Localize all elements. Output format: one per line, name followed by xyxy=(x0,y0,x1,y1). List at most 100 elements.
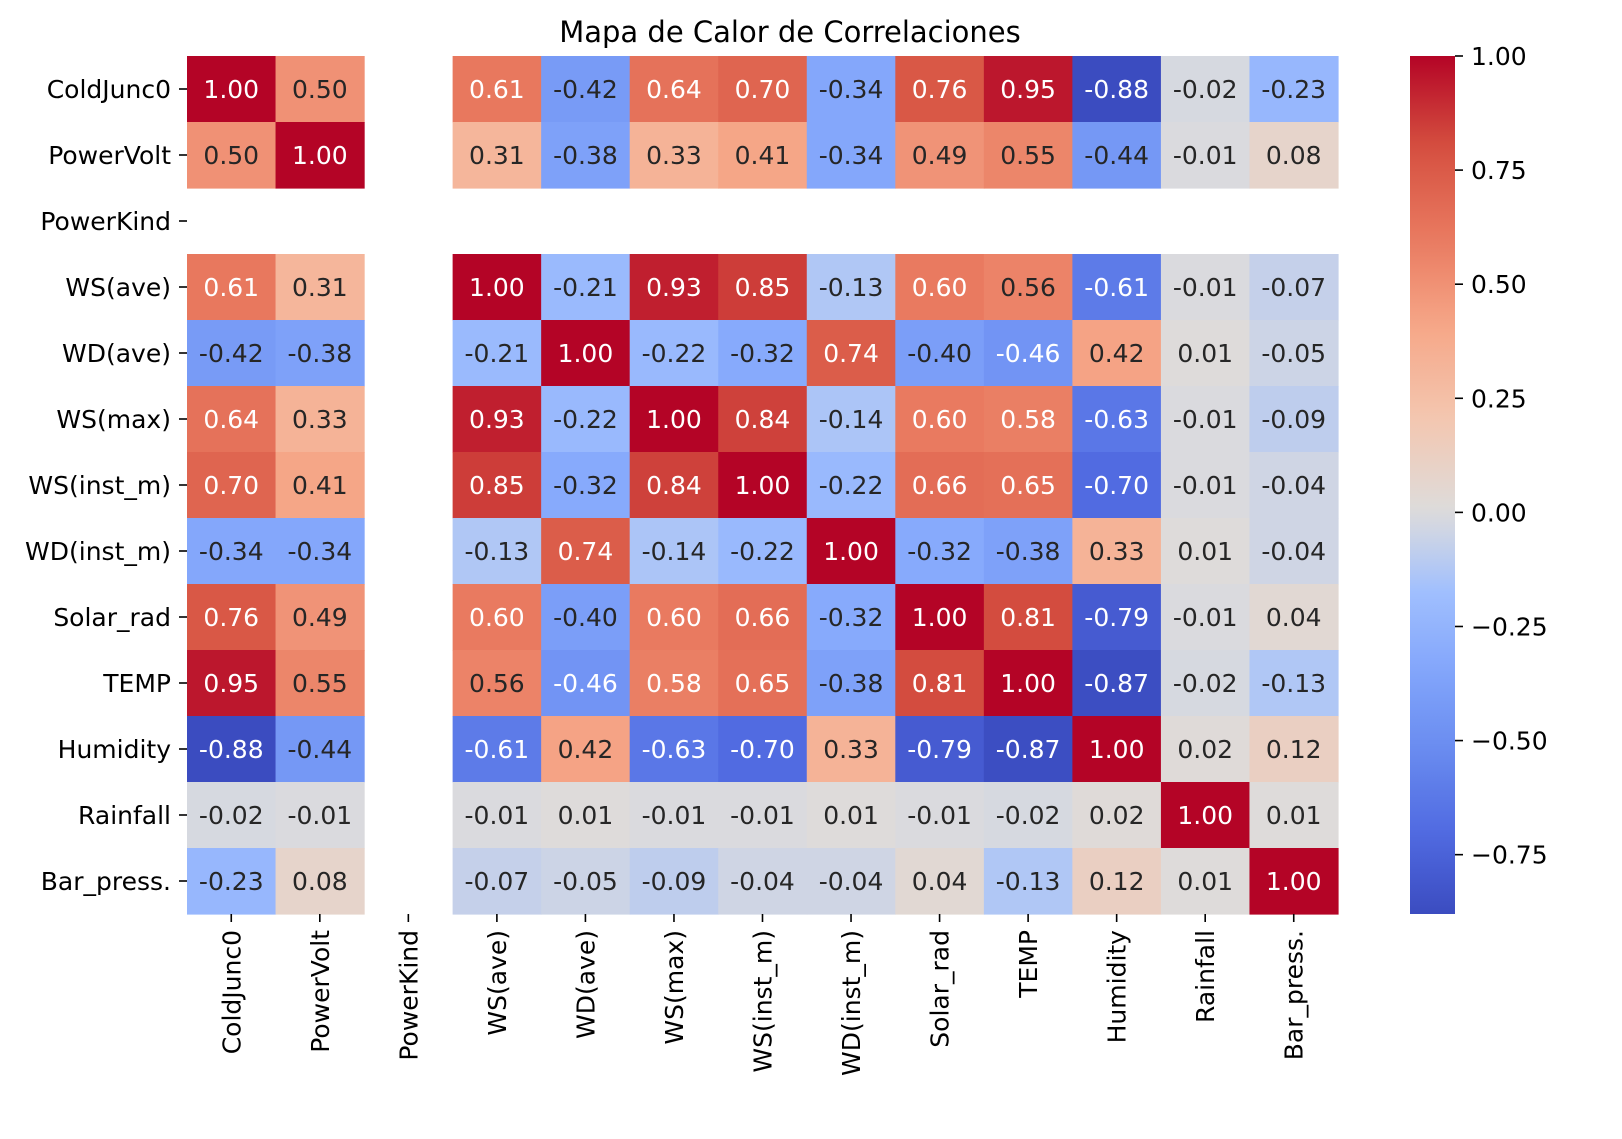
heatmap-cell xyxy=(718,56,808,123)
cell-value-label: 0.84 xyxy=(646,471,702,500)
y-tick-label: Bar_press. xyxy=(41,867,171,896)
heatmap-cell xyxy=(718,716,808,783)
cell-value-label: 0.60 xyxy=(912,273,968,302)
cell-value-label: 0.84 xyxy=(735,405,791,434)
cell-value-label: 0.42 xyxy=(558,735,614,764)
heatmap-cell xyxy=(275,254,365,321)
cell-value-label: 0.60 xyxy=(646,603,702,632)
cell-value-label: -0.88 xyxy=(199,735,264,764)
cell-value-label: 0.65 xyxy=(1000,471,1056,500)
cell-value-label: 0.64 xyxy=(203,405,259,434)
cell-value-label: -0.01 xyxy=(907,801,972,830)
x-tick-label: PowerKind xyxy=(394,930,423,1061)
cell-value-label: -0.44 xyxy=(1084,141,1149,170)
cell-value-label: 0.01 xyxy=(558,801,614,830)
heatmap-cell xyxy=(718,254,808,321)
heatmap-cell xyxy=(895,122,985,189)
x-tick-label: WS(inst_m) xyxy=(749,930,778,1073)
heatmap-cell xyxy=(1072,584,1162,651)
x-tick-label: Solar_rad xyxy=(926,930,955,1048)
cell-value-label: -0.01 xyxy=(1173,603,1238,632)
cell-value-label: 0.60 xyxy=(469,603,525,632)
heatmap-cell xyxy=(452,320,542,387)
cell-value-label: -0.02 xyxy=(1173,75,1238,104)
heatmap-cell xyxy=(1249,518,1339,585)
colorbar-tick-label: −0.25 xyxy=(1471,612,1548,641)
heatmap-cell xyxy=(895,56,985,123)
heatmap-cell xyxy=(1160,452,1251,519)
heatmap-cell xyxy=(718,584,808,651)
cell-value-label: 0.33 xyxy=(292,405,348,434)
cell-value-label: -0.23 xyxy=(1261,75,1326,104)
cell-value-label: -0.63 xyxy=(1084,405,1149,434)
cell-value-label: -0.01 xyxy=(465,801,530,830)
cell-value-label: -0.22 xyxy=(642,339,707,368)
heatmap-cell xyxy=(275,716,365,783)
heatmap-cell xyxy=(1160,254,1251,321)
y-tick-label: Humidity xyxy=(58,735,172,764)
cell-value-label: -0.34 xyxy=(287,537,352,566)
heatmap-cell xyxy=(1072,254,1162,321)
cell-value-label: 0.55 xyxy=(292,669,348,698)
heatmap-cell xyxy=(1072,386,1162,453)
heatmap-cell xyxy=(983,782,1073,849)
cell-value-label: 0.76 xyxy=(912,75,968,104)
cell-value-label: 0.04 xyxy=(1266,603,1322,632)
heatmap-cell xyxy=(983,320,1073,387)
heatmap-cell xyxy=(187,386,277,453)
heatmap-cell xyxy=(718,452,808,519)
heatmap-cells: 1.00 0.50 0.61 -0.42 0.64 0.70 -0.34 0.76 0.95 -0… xyxy=(187,56,1339,915)
heatmap-cell xyxy=(541,386,631,453)
cell-value-label: 0.70 xyxy=(203,471,259,500)
cell-value-label: -0.14 xyxy=(819,405,884,434)
cell-value-label: -0.22 xyxy=(819,471,884,500)
heatmap-cell xyxy=(1249,716,1339,783)
cell-value-label: -0.38 xyxy=(287,339,352,368)
heatmap-cell xyxy=(541,848,631,915)
cell-value-label: 0.61 xyxy=(203,273,259,302)
cell-value-label: -0.40 xyxy=(907,339,972,368)
cell-value-label: -0.32 xyxy=(730,339,795,368)
cell-value-label: -0.61 xyxy=(465,735,530,764)
x-tick-label: WD(ave) xyxy=(571,930,600,1039)
y-tick-label: WD(inst_m) xyxy=(25,537,171,566)
heatmap-cell xyxy=(895,452,985,519)
heatmap-cell xyxy=(452,386,542,453)
heatmap-cell xyxy=(629,518,719,585)
colorbar-gradient xyxy=(1410,56,1455,914)
colorbar-tick-label: 0.50 xyxy=(1471,270,1527,299)
cell-value-label: -0.21 xyxy=(553,273,618,302)
heatmap-cell xyxy=(275,518,365,585)
cell-value-label: -0.13 xyxy=(819,273,884,302)
heatmap-cell xyxy=(806,848,896,915)
cell-value-label: 0.04 xyxy=(912,867,968,896)
y-tick-label: WS(inst_m) xyxy=(28,471,171,500)
heatmap-cell xyxy=(452,650,542,717)
cell-value-label: 0.33 xyxy=(1089,537,1145,566)
cell-value-label: 0.31 xyxy=(292,273,348,302)
cell-value-label: -0.01 xyxy=(1173,405,1238,434)
heatmap-cell xyxy=(983,56,1073,123)
cell-value-label: 0.08 xyxy=(1266,141,1322,170)
heatmap-cell xyxy=(541,56,631,123)
x-tick-label: WS(ave) xyxy=(483,930,512,1036)
heatmap-cell xyxy=(187,122,277,189)
heatmap-cell xyxy=(895,782,985,849)
cell-value-label: 0.58 xyxy=(1000,405,1056,434)
heatmap-cell xyxy=(983,650,1073,717)
cell-value-label: 0.33 xyxy=(646,141,702,170)
cell-value-label: -0.38 xyxy=(819,669,884,698)
cell-value-label: 0.02 xyxy=(1177,735,1233,764)
cell-value-label: 0.93 xyxy=(469,405,525,434)
heatmap-cell xyxy=(895,716,985,783)
heatmap-cell xyxy=(806,518,896,585)
heatmap-cell xyxy=(187,716,277,783)
cell-value-label: 0.31 xyxy=(469,141,525,170)
cell-value-label: 0.02 xyxy=(1089,801,1145,830)
heatmap-cell xyxy=(275,320,365,387)
cell-value-label: -0.14 xyxy=(642,537,707,566)
cell-value-label: -0.13 xyxy=(1261,669,1326,698)
heatmap-cell xyxy=(983,716,1073,783)
colorbar: 1.00 0.75 0.50 0.25 0.00 −0.25 −0.50 −0.75 xyxy=(1410,42,1548,914)
